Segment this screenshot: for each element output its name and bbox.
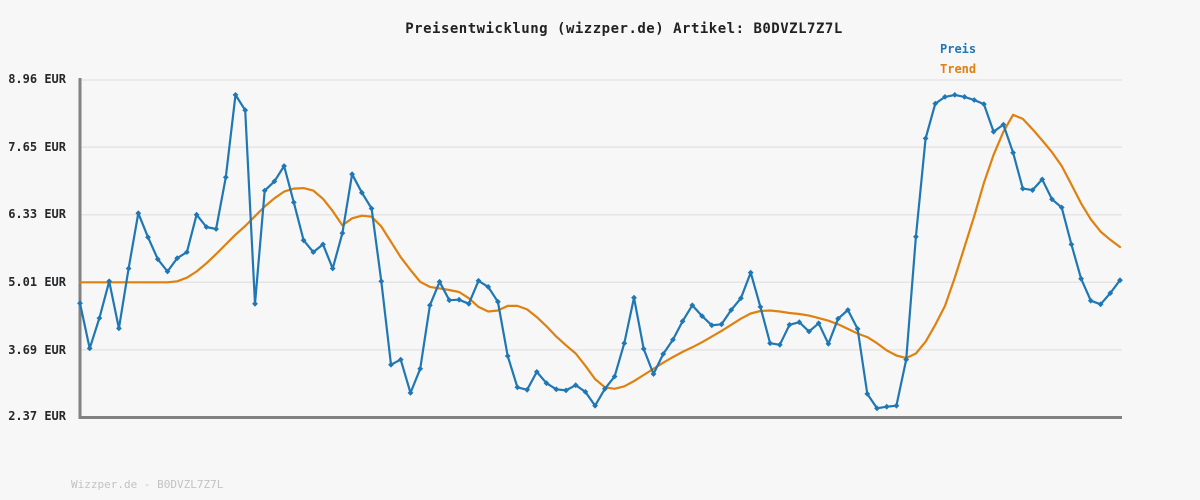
- watermark-text: Wizzper.de - B0DVZL7Z7L: [71, 478, 224, 491]
- y-axis-tick-label: 3.69 EUR: [8, 343, 66, 357]
- y-axis-tick-label: 7.65 EUR: [8, 140, 66, 154]
- y-axis-tick-label: 8.96 EUR: [8, 72, 66, 86]
- legend-price-label: Preis: [940, 42, 977, 56]
- y-axis-tick-label: 5.01 EUR: [8, 275, 66, 289]
- chart-title: Preisentwicklung (wizzper.de) Artikel: B…: [405, 21, 843, 37]
- legend-trend-label: Trend: [940, 62, 977, 76]
- y-axis-tick-label: 2.37 EUR: [8, 409, 66, 423]
- y-axis-tick-label: 6.33 EUR: [8, 207, 66, 221]
- chart-legend: Preis Trend: [940, 39, 976, 79]
